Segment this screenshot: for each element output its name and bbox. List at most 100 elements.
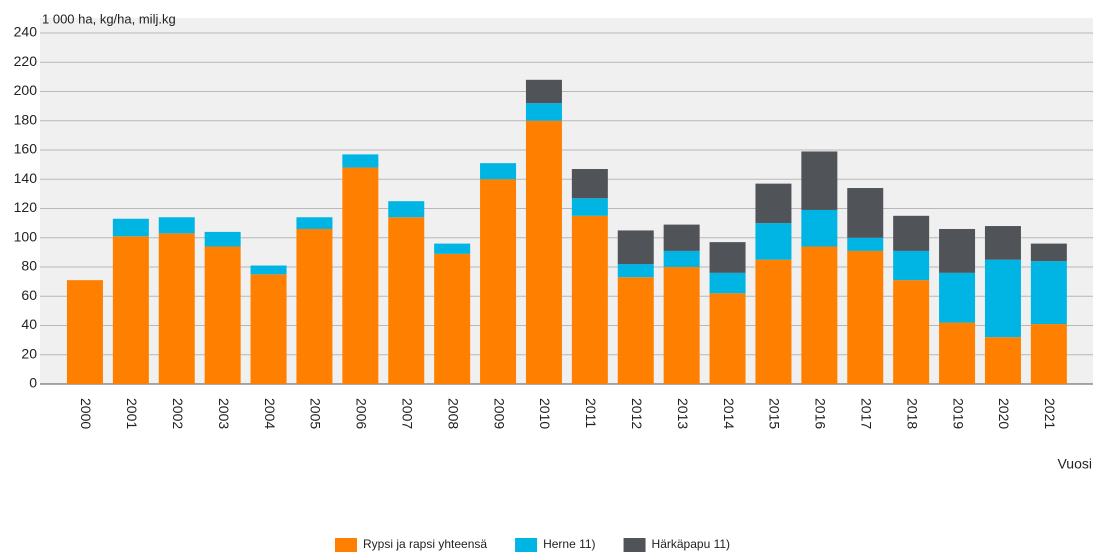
plot-background xyxy=(40,18,1093,384)
x-tick-label: 2010 xyxy=(537,398,553,429)
x-tick-label: 2012 xyxy=(629,398,645,429)
bar-segment xyxy=(663,250,700,267)
x-tick-label: 2020 xyxy=(996,398,1012,429)
bar-segment xyxy=(250,265,287,275)
x-tick-label: 2014 xyxy=(721,398,737,429)
y-tick-label: 220 xyxy=(14,53,38,69)
bar-segment xyxy=(296,228,333,384)
legend-swatch xyxy=(623,538,646,552)
y-tick-label: 140 xyxy=(14,170,38,186)
y-tick-label: 40 xyxy=(21,316,37,332)
bar-segment xyxy=(480,179,517,384)
x-tick-label: 2016 xyxy=(813,398,829,429)
bar-segment xyxy=(847,188,884,238)
bar-segment xyxy=(709,293,746,384)
bar-segment xyxy=(434,253,471,384)
legend-label: Härkäpapu 11) xyxy=(652,537,731,551)
bar-segment xyxy=(1030,243,1067,262)
y-tick-label: 200 xyxy=(14,82,38,98)
bar-segment xyxy=(112,218,149,237)
bar-segment xyxy=(939,322,976,384)
bar-segment xyxy=(571,215,608,384)
bar-segment xyxy=(709,272,746,294)
bar-segment xyxy=(66,280,103,384)
bar-segment xyxy=(617,277,654,384)
bar-segment xyxy=(342,167,379,384)
bar-segment xyxy=(939,228,976,273)
bar-segment xyxy=(755,259,792,384)
x-tick-label: 2018 xyxy=(904,398,920,429)
bar-segment xyxy=(571,169,608,199)
x-tick-label: 2000 xyxy=(78,398,94,429)
x-tick-label: 2019 xyxy=(950,398,966,429)
x-tick-label: 2011 xyxy=(583,398,599,428)
bar-segment xyxy=(984,337,1021,384)
x-tick-label: 2015 xyxy=(767,398,783,429)
bar-segment xyxy=(204,231,241,247)
bar-segment xyxy=(939,272,976,323)
y-tick-label: 180 xyxy=(14,111,38,127)
x-tick-label: 2005 xyxy=(308,398,324,429)
legend-label: Rypsi ja rapsi yhteensä xyxy=(363,537,487,551)
y-tick-label: 100 xyxy=(14,228,38,244)
x-tick-label: 2004 xyxy=(262,398,278,429)
bar-segment xyxy=(525,103,562,121)
bar-segment xyxy=(663,267,700,384)
x-tick-label: 2007 xyxy=(400,398,416,429)
x-tick-label: 2008 xyxy=(445,398,461,429)
bar-segment xyxy=(571,198,608,216)
y-tick-label: 60 xyxy=(21,287,37,303)
bar-segment xyxy=(617,230,654,265)
bar-segment xyxy=(801,151,838,210)
bar-segment xyxy=(893,215,930,251)
bar-segment xyxy=(755,183,792,224)
bar-segment xyxy=(112,236,149,384)
x-tick-label: 2013 xyxy=(675,398,691,429)
bar-segment xyxy=(480,163,517,180)
bar-segment xyxy=(525,79,562,104)
x-tick-label: 2021 xyxy=(1042,398,1058,429)
bar-segment xyxy=(663,224,700,251)
bar-segment xyxy=(204,246,241,384)
bar-segment xyxy=(893,250,930,281)
bar-segment xyxy=(158,233,195,384)
y-tick-label: 80 xyxy=(21,258,37,274)
bar-segment xyxy=(847,250,884,384)
bar-segment xyxy=(525,120,562,384)
x-tick-label: 2003 xyxy=(216,398,232,429)
x-tick-label: 2017 xyxy=(859,398,875,429)
bar-segment xyxy=(158,217,195,234)
bar-segment xyxy=(388,217,425,384)
bar-segment xyxy=(984,259,1021,338)
y-axis-label: 1 000 ha, kg/ha, milj.kg xyxy=(42,11,176,26)
bar-segment xyxy=(250,274,287,384)
bar-segment xyxy=(984,226,1021,260)
bar-segment xyxy=(342,154,379,168)
x-tick-label: 2009 xyxy=(491,398,507,429)
x-axis-label: Vuosi xyxy=(1057,456,1092,472)
bar-segment xyxy=(755,223,792,260)
legend-label: Herne 11) xyxy=(543,537,595,551)
y-tick-label: 160 xyxy=(14,141,38,157)
legend-swatch xyxy=(335,538,357,552)
y-tick-label: 240 xyxy=(14,24,38,40)
bar-segment xyxy=(709,242,746,273)
legend-swatch xyxy=(515,538,538,552)
bar-segment xyxy=(1030,261,1067,325)
y-tick-label: 20 xyxy=(21,345,37,361)
bar-segment xyxy=(434,243,471,254)
bar-segment xyxy=(296,217,333,229)
y-tick-label: 0 xyxy=(29,375,37,391)
x-tick-label: 2002 xyxy=(170,398,186,429)
bar-segment xyxy=(801,209,838,247)
y-tick-label: 120 xyxy=(14,199,38,215)
bar-segment xyxy=(617,264,654,278)
bar-segment xyxy=(388,201,425,218)
bar-segment xyxy=(801,246,838,384)
bar-segment xyxy=(847,237,884,251)
bar-segment xyxy=(1030,324,1067,384)
bar-segment xyxy=(893,280,930,384)
x-tick-label: 2006 xyxy=(354,398,370,429)
x-tick-label: 2001 xyxy=(124,398,140,429)
